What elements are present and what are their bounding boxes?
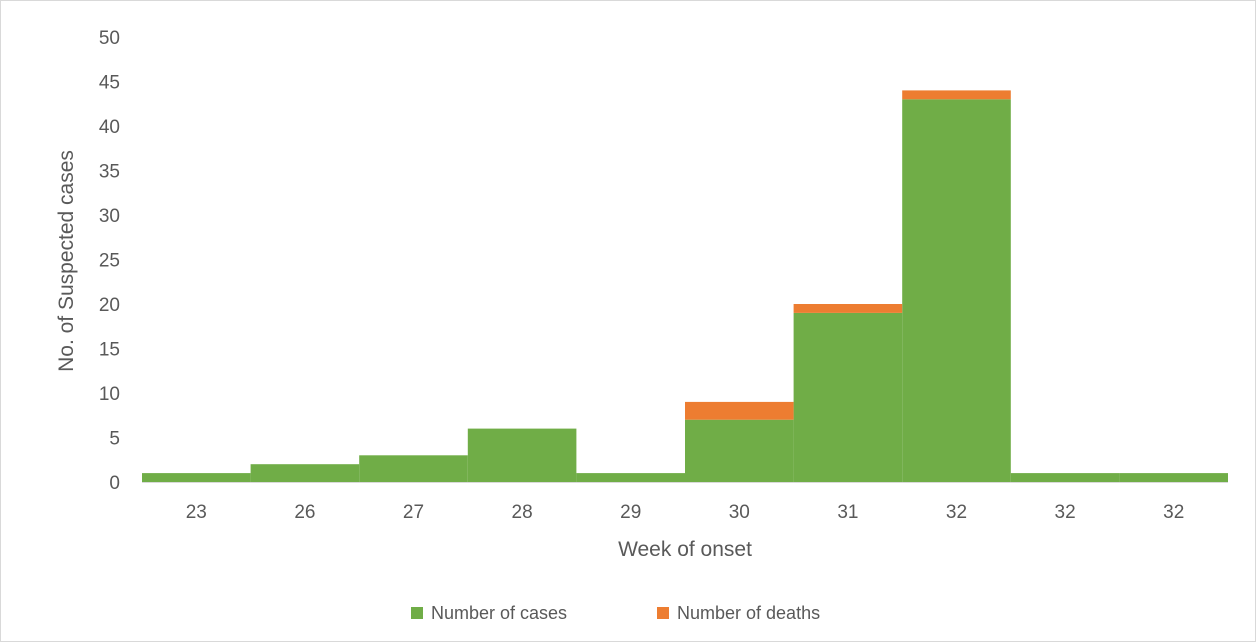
y-tick-label-1: 5 xyxy=(109,429,120,450)
x-tick-label-1: 26 xyxy=(294,502,315,523)
y-tick-label-0: 0 xyxy=(109,473,120,494)
x-tick-label-2: 27 xyxy=(403,502,424,523)
y-tick-labels: 0 5 10 15 20 25 30 35 40 45 50 xyxy=(99,28,120,494)
legend-label-0: Number of cases xyxy=(431,603,567,623)
y-tick-label-2: 10 xyxy=(99,384,120,405)
x-tick-label-6: 31 xyxy=(837,502,858,523)
cases-bar-3 xyxy=(467,428,577,482)
deaths-bar-6 xyxy=(793,304,903,313)
bars-group xyxy=(142,90,1228,483)
x-axis-title: Week of onset xyxy=(618,538,752,561)
legend-label-1: Number of deaths xyxy=(677,603,820,623)
y-tick-label-3: 15 xyxy=(99,340,120,361)
cases-bar-8 xyxy=(1010,473,1120,482)
deaths-bar-5 xyxy=(685,401,794,420)
y-tick-label-7: 35 xyxy=(99,162,120,183)
y-tick-label-5: 25 xyxy=(99,251,120,272)
y-tick-label-4: 20 xyxy=(99,295,120,316)
cases-bar-2 xyxy=(359,455,468,482)
y-tick-label-6: 30 xyxy=(99,206,120,227)
x-tick-label-3: 28 xyxy=(512,502,533,523)
y-tick-label-10: 50 xyxy=(99,28,120,49)
y-tick-label-8: 40 xyxy=(99,117,120,138)
y-tick-label-9: 45 xyxy=(99,73,120,94)
cases-bar-0 xyxy=(142,473,251,482)
cases-bar-1 xyxy=(250,464,360,482)
legend-swatch-1 xyxy=(657,607,669,619)
x-tick-labels: 23 26 27 28 29 30 31 32 32 32 xyxy=(186,502,1185,523)
x-tick-label-8: 32 xyxy=(1055,502,1076,523)
cases-bar-6 xyxy=(793,312,903,482)
x-tick-label-5: 30 xyxy=(729,502,750,523)
deaths-bar-7 xyxy=(902,90,1011,100)
legend: Number of cases Number of deaths xyxy=(411,603,820,623)
x-tick-label-4: 29 xyxy=(620,502,641,523)
cases-bar-4 xyxy=(576,473,685,482)
x-tick-label-9: 32 xyxy=(1163,502,1184,523)
cases-bar-7 xyxy=(902,99,1011,483)
x-tick-label-0: 23 xyxy=(186,502,207,523)
y-axis-title: No. of Suspected cases xyxy=(55,150,78,372)
x-tick-label-7: 32 xyxy=(946,502,967,523)
cases-bar-9 xyxy=(1119,473,1228,482)
legend-swatch-0 xyxy=(411,607,423,619)
cases-bar-5 xyxy=(685,419,794,482)
